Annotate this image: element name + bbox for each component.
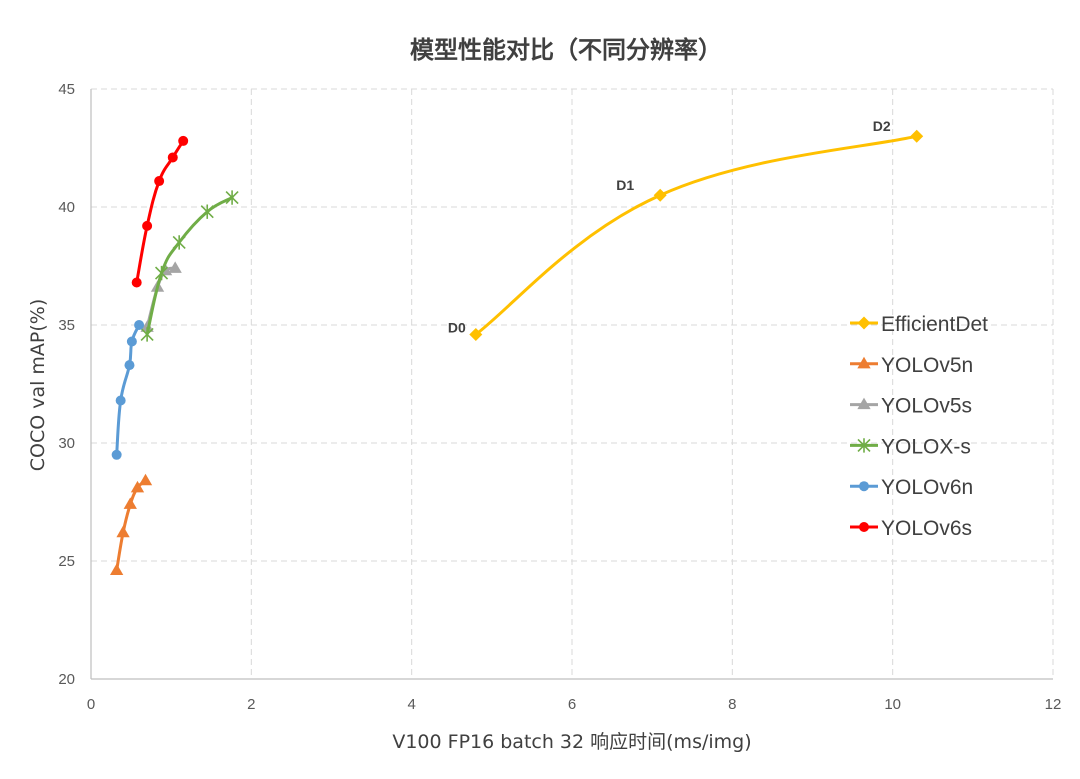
data-point-yolov6n — [124, 360, 135, 371]
point-label: D1 — [616, 177, 634, 193]
data-point-yolov5n — [138, 473, 153, 486]
series-line-yolox-s — [145, 196, 234, 336]
series-yolov5n — [110, 473, 153, 575]
legend-item-yolov5n: YOLOv5n — [850, 354, 973, 377]
data-point-efficientdet — [469, 327, 483, 341]
data-point-yolov6n — [134, 320, 145, 330]
legend-label: YOLOv6s — [881, 517, 972, 540]
legend-marker — [857, 316, 871, 330]
y-tick-label: 20 — [58, 671, 75, 688]
data-point-yolov6s — [167, 152, 178, 163]
data-point-yolox-s — [200, 204, 214, 219]
data-point-yolov5n — [110, 563, 124, 575]
grid — [91, 88, 1054, 679]
data-point-yolov6s — [154, 176, 165, 187]
point-label: D0 — [448, 319, 466, 335]
series-yolov6n — [111, 320, 145, 460]
series-line-yolov6s — [135, 139, 185, 285]
y-tick-label: 25 — [58, 553, 75, 570]
data-point-yolov5n — [116, 525, 130, 538]
data-point-yolox-s — [154, 265, 169, 281]
legend-marker — [859, 522, 869, 532]
data-point-efficientdet — [653, 188, 667, 202]
x-axis-label: V100 FP16 batch 32 响应时间(ms/img) — [392, 731, 751, 753]
x-tick-label: 8 — [728, 696, 736, 713]
x-tick-label: 12 — [1045, 696, 1062, 713]
data-point-yolov6n — [111, 449, 122, 460]
series-yolox-s — [140, 190, 239, 342]
legend-marker — [857, 356, 871, 369]
legend-label: YOLOv6n — [881, 476, 973, 499]
x-tick-label: 10 — [884, 696, 901, 713]
legend-marker — [857, 438, 871, 453]
series-yolov6s — [131, 135, 189, 288]
legend-item-yolov6s: YOLOv6s — [850, 517, 972, 540]
x-tick-label: 6 — [568, 696, 576, 713]
y-tick-label: 40 — [58, 199, 75, 216]
data-point-yolov6n — [126, 336, 137, 347]
data-point-efficientdet — [910, 129, 924, 143]
series-line-efficientdet — [474, 134, 919, 336]
legend-item-yolox-s: YOLOX-s — [850, 435, 971, 458]
legend-item-efficientdet: EfficientDet — [850, 313, 988, 336]
y-tick-label: 30 — [58, 435, 75, 452]
data-point-yolox-s — [225, 190, 239, 205]
data-point-yolov5n — [130, 480, 145, 493]
x-tick-label: 2 — [247, 696, 255, 713]
legend-label: YOLOX-s — [881, 435, 971, 458]
x-tick-label: 4 — [407, 696, 415, 713]
y-axis-label: COCO val mAP(%) — [27, 299, 49, 472]
data-point-yolov6s — [131, 277, 142, 288]
legend-item-yolov5s: YOLOv5s — [850, 395, 972, 418]
legend-label: YOLOv5n — [881, 354, 973, 377]
y-tick-label: 35 — [58, 317, 75, 334]
legend-label: YOLOv5s — [881, 395, 972, 418]
legend-marker — [857, 397, 871, 410]
point-label: D2 — [873, 118, 891, 134]
data-point-yolox-s — [172, 235, 186, 250]
data-point-yolov5s — [140, 320, 154, 332]
y-tick-label: 45 — [58, 81, 75, 98]
legend-label: EfficientDet — [881, 313, 988, 336]
series-efficientdet — [469, 129, 924, 341]
legend-marker — [859, 481, 869, 492]
data-point-yolov5n — [123, 497, 137, 509]
series-line-yolov5n — [115, 479, 148, 572]
data-point-yolov6n — [115, 395, 126, 406]
axes — [90, 89, 1053, 680]
tick-labels: 0 2 4 6 8 10 12 20 25 30 35 40 45 — [58, 81, 1061, 713]
series-group — [110, 129, 924, 575]
data-point-yolox-s — [140, 327, 154, 342]
annotations: D0 D1 D2 — [448, 118, 891, 335]
chart-title: 模型性能对比（不同分辨率） — [410, 36, 722, 64]
legend: EfficientDet YOLOv5n YOLOv5s YOLOX-s YOLOv6n… — [850, 313, 988, 540]
x-tick-label: 0 — [87, 696, 95, 713]
data-point-yolov6s — [178, 135, 189, 146]
data-point-yolov5s — [168, 261, 182, 273]
legend-item-yolov6n: YOLOv6n — [850, 476, 973, 499]
data-point-yolov6s — [142, 220, 153, 231]
